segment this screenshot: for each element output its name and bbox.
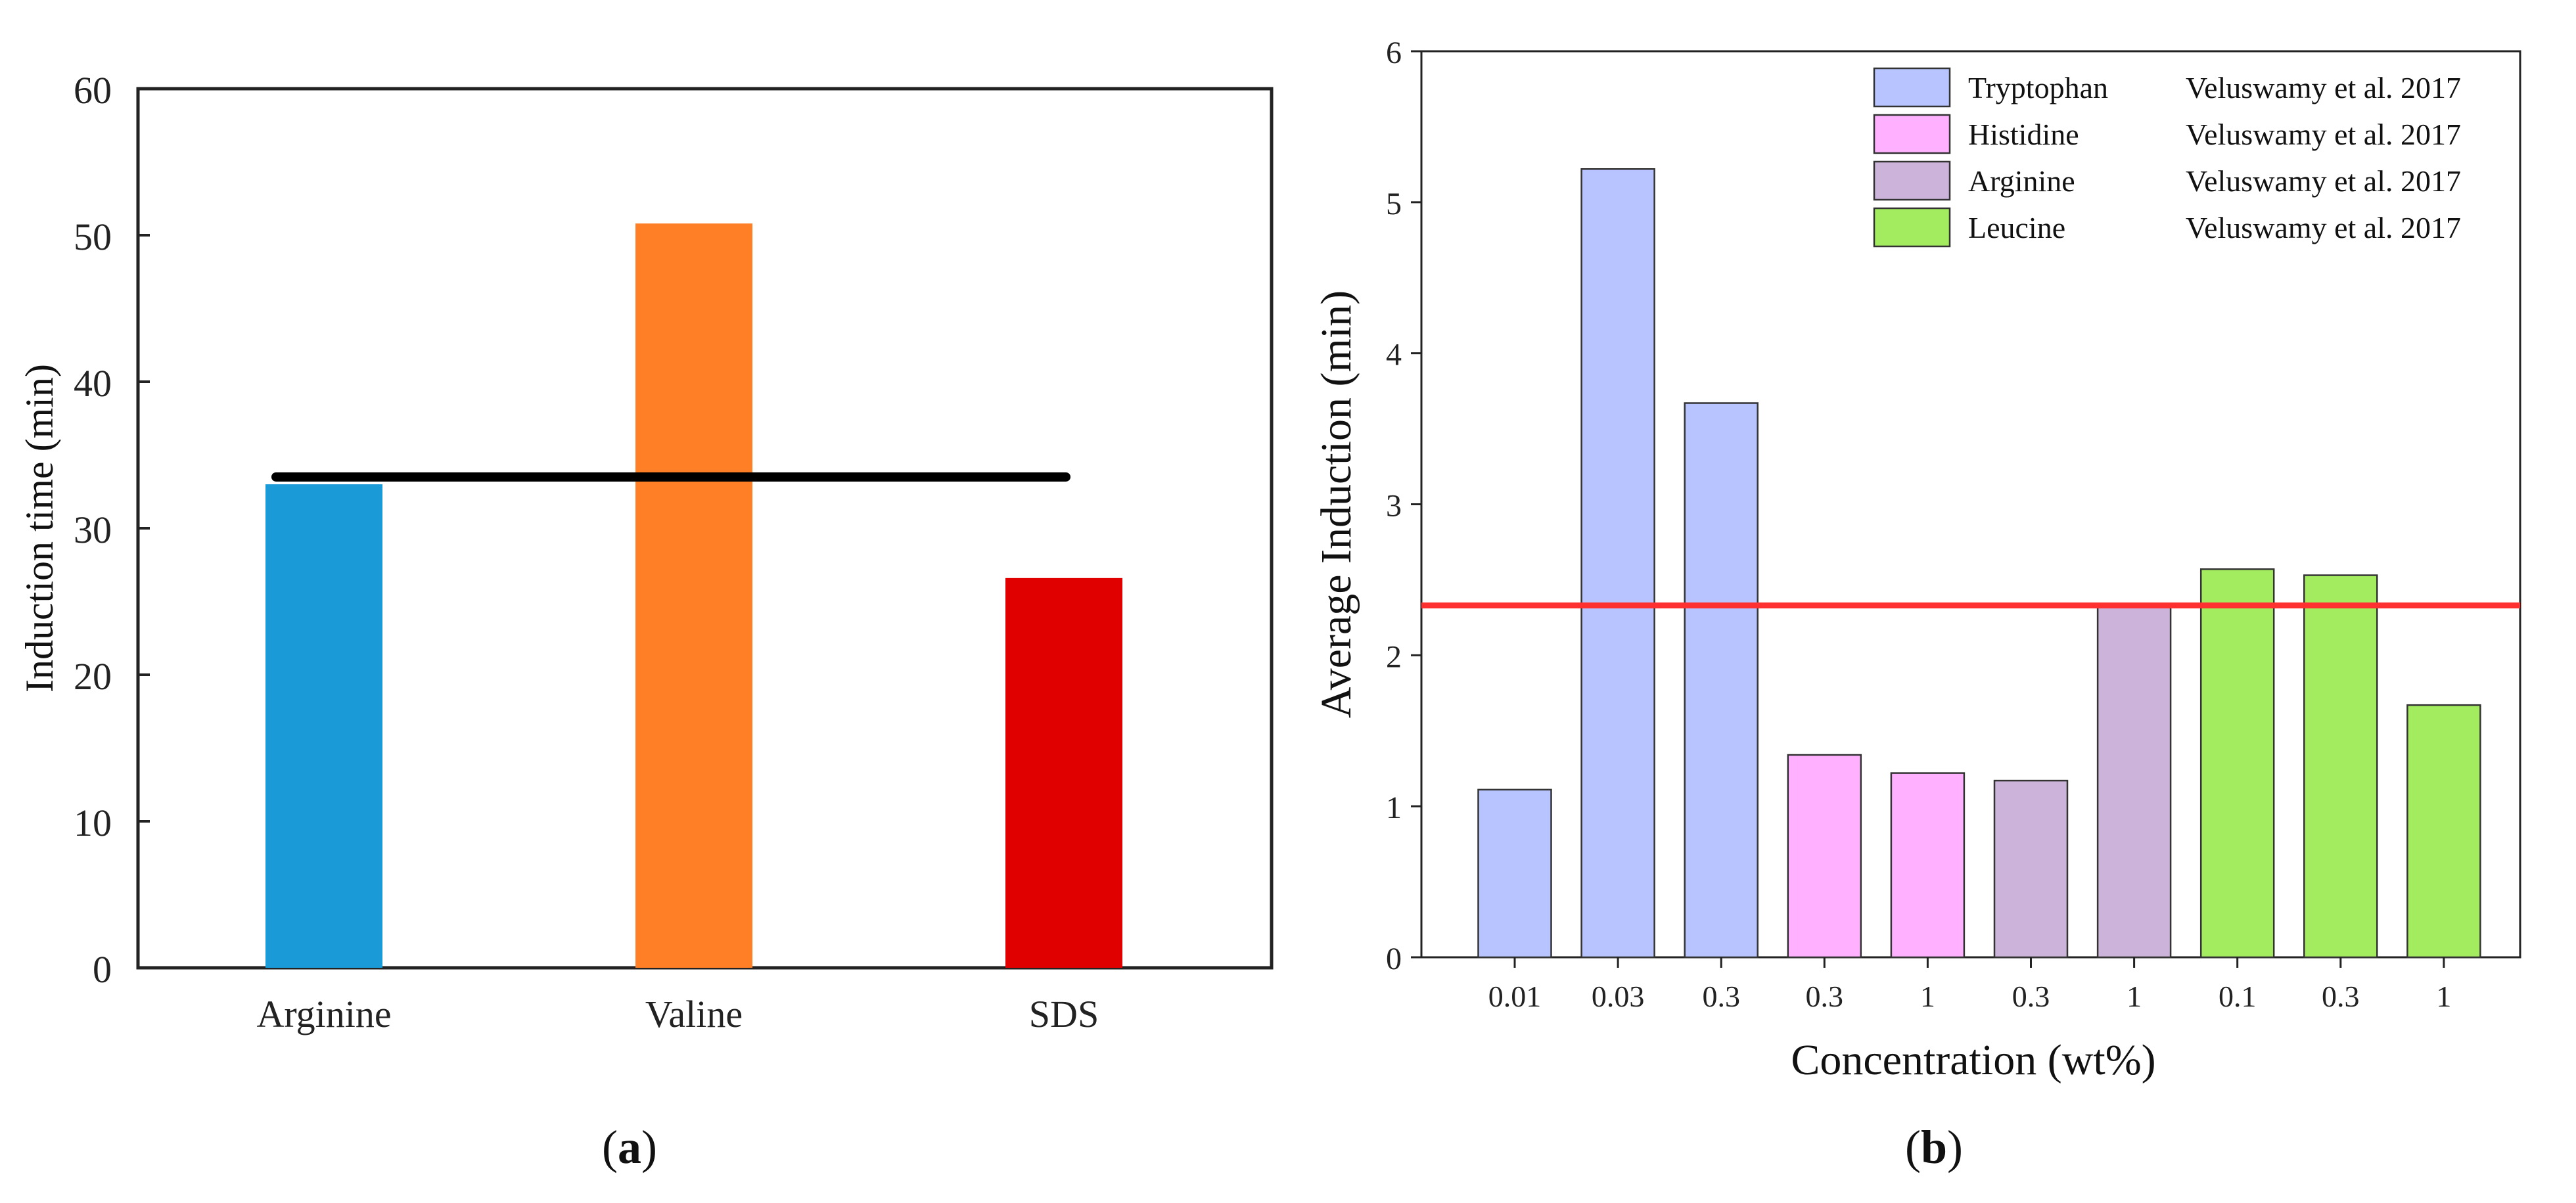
panel-a-y-tick-label: 20 — [74, 655, 112, 698]
panel-b-y-ticks: 0 1 2 3 4 5 6 — [1386, 35, 1421, 976]
panel-a-y-tick-label: 0 — [93, 948, 112, 991]
panel-b-x-tick-label: 0.3 — [1702, 980, 1740, 1013]
legend-swatch-histidine — [1873, 114, 1951, 154]
panel-a-y-tick-label: 40 — [74, 362, 112, 405]
panel-b-bar — [2406, 704, 2481, 959]
panel-a-label: (a) — [602, 1121, 657, 1173]
panel-b-bar — [1993, 779, 2069, 959]
panel-b-legend: Tryptophan Veluswamy et al. 2017 Histidine… — [1873, 67, 2461, 248]
panel-b-x-tick-label: 0.03 — [1592, 980, 1645, 1013]
panel-b-x-tick-label: 1 — [2127, 980, 2142, 1013]
panel-b-chart: 0 1 2 3 4 5 6 0.01 0.03 0.3 0.3 1 0.3 1 0.1 0.3 1 Trypt… — [1312, 35, 2521, 1173]
panel-b-bar — [1787, 754, 1862, 959]
panel-a-y-tick-label: 60 — [74, 69, 112, 112]
panel-b-y-tick-label: 2 — [1386, 639, 1402, 674]
panel-b-label: (b) — [1905, 1121, 1963, 1173]
panel-b-bars — [1477, 168, 2481, 959]
panel-b-y-tick-label: 3 — [1386, 489, 1402, 524]
panel-b-x-tick-label: 0.3 — [1806, 980, 1844, 1013]
panel-a-y-tick-label: 30 — [74, 509, 112, 551]
panel-a-y-tick-label: 50 — [74, 216, 112, 258]
legend-source: Veluswamy et al. 2017 — [2186, 71, 2461, 104]
panel-b-bar — [1477, 788, 1552, 959]
legend-label: Tryptophan — [1968, 71, 2108, 104]
panel-a-bar — [1005, 578, 1122, 968]
panel-b-x-tick-label: 0.01 — [1488, 980, 1542, 1013]
panel-b-bar — [2096, 604, 2172, 959]
legend-source: Veluswamy et al. 2017 — [2186, 118, 2461, 151]
panel-a-x-tick-labels: Arginine Valine SDS — [256, 993, 1099, 1035]
legend-swatch-leucine — [1873, 207, 1951, 248]
panel-b-bar — [1890, 772, 1966, 959]
panel-b-y-tick-label: 5 — [1386, 187, 1402, 221]
panel-b-y-tick-label: 6 — [1386, 35, 1402, 70]
panel-b-x-tick-label: 0.3 — [2322, 980, 2360, 1013]
panel-b-bar — [2303, 574, 2378, 959]
panel-a-y-tick-label: 10 — [74, 802, 112, 844]
legend-label: Histidine — [1968, 118, 2079, 151]
panel-b-bar — [1580, 168, 1655, 959]
legend-swatch-arginine — [1873, 160, 1951, 201]
panel-b-bar — [2199, 568, 2275, 959]
legend-label: Arginine — [1968, 164, 2075, 198]
panel-b-y-axis-title: Average Induction (min) — [1312, 290, 1360, 718]
panel-a-bars — [265, 223, 1122, 968]
panel-b-x-tick-label: 1 — [1920, 980, 1935, 1013]
panel-b-x-tick-label: 0.3 — [2012, 980, 2050, 1013]
panel-a-bar — [635, 223, 752, 968]
panel-b-bar — [1684, 402, 1759, 959]
panel-b-y-tick-label: 1 — [1386, 790, 1402, 825]
panel-a-y-ticks: 0 10 20 30 40 50 60 — [74, 69, 150, 991]
legend-source: Veluswamy et al. 2017 — [2186, 211, 2461, 244]
panel-b-x-tick-label: 0.1 — [2219, 980, 2257, 1013]
legend-label: Leucine — [1968, 211, 2065, 244]
legend-source: Veluswamy et al. 2017 — [2186, 164, 2461, 198]
panel-a-x-tick-label: Valine — [645, 993, 743, 1035]
panel-b-x-tick-label: 1 — [2436, 980, 2451, 1013]
panel-b-y-tick-label: 4 — [1386, 338, 1402, 373]
panel-a-x-tick-label: Arginine — [256, 993, 391, 1035]
panel-a-chart: 0 10 20 30 40 50 60 Arginine Valine SDS Inductio… — [18, 69, 1274, 1173]
panel-a-bar — [265, 484, 382, 968]
panel-b-y-tick-label: 0 — [1386, 942, 1402, 976]
panel-a-x-tick-label: SDS — [1029, 993, 1099, 1035]
panel-a-y-axis-title: Induction time (min) — [18, 364, 61, 692]
legend-swatch-tryptophan — [1873, 67, 1951, 108]
panel-b-x-tick-labels: 0.01 0.03 0.3 0.3 1 0.3 1 0.1 0.3 1 — [1488, 957, 2451, 1013]
panel-b-x-axis-title: Concentration (wt%) — [1791, 1036, 2155, 1084]
